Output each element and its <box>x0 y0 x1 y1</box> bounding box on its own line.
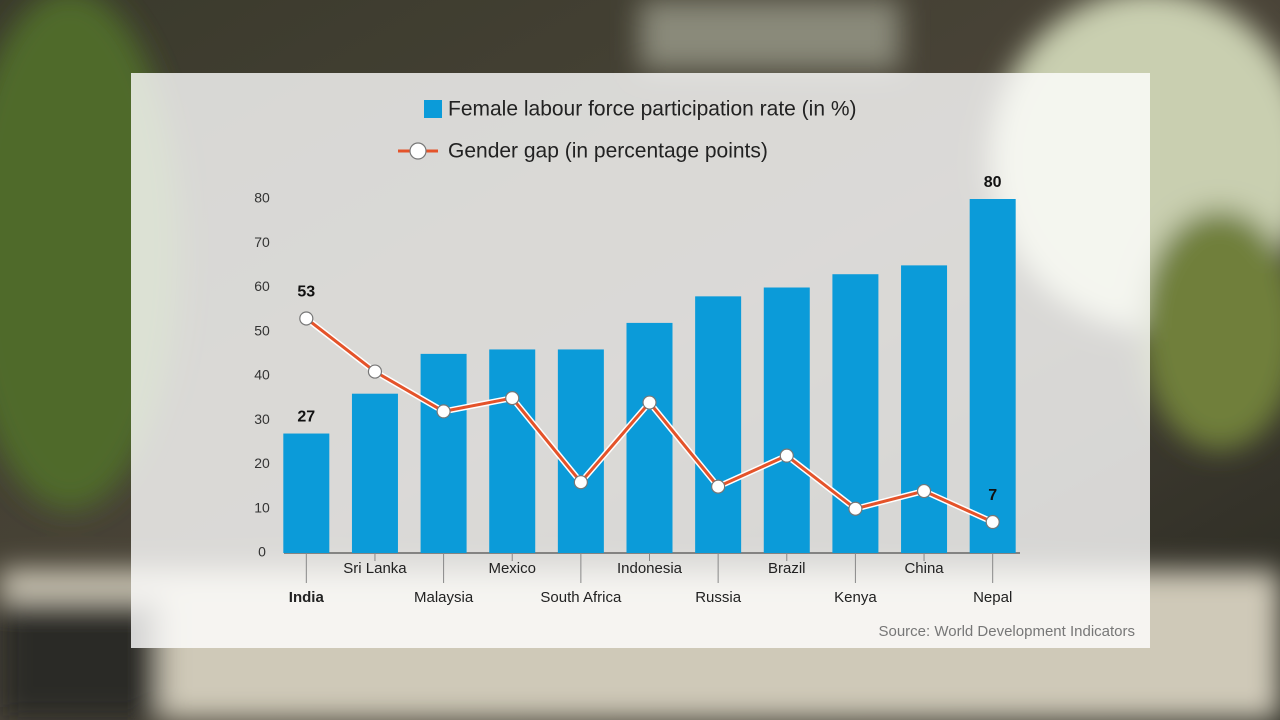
line-marker <box>779 448 794 463</box>
legend-swatch <box>424 100 442 118</box>
y-tick-label: 80 <box>254 190 270 206</box>
line-marker <box>848 501 863 516</box>
bar <box>763 287 810 553</box>
y-tick-label: 40 <box>254 367 270 383</box>
data-label: 53 <box>297 284 315 301</box>
bar <box>489 349 536 553</box>
bar <box>695 296 742 553</box>
y-tick-label: 20 <box>254 455 270 471</box>
y-tick-label: 50 <box>254 322 270 338</box>
data-label: 27 <box>297 409 315 426</box>
chart: 0 10 20 30 40 50 60 70 80 India Sri Lanka Malaysia M… <box>254 98 1020 606</box>
data-label: 80 <box>984 174 1002 191</box>
x-tick-label: Brazil <box>768 560 806 577</box>
line-marker <box>505 391 520 406</box>
bar <box>283 433 330 553</box>
line-marker <box>573 475 588 490</box>
bar <box>420 353 467 553</box>
bar <box>626 322 673 553</box>
bar <box>969 199 1016 553</box>
y-tick-label: 10 <box>254 499 270 515</box>
legend-label: Female labour force participation rate (… <box>448 98 857 121</box>
x-tick-label: Mexico <box>488 560 536 577</box>
line-marker <box>985 514 1000 530</box>
source-note: Source: World Development Indicators <box>878 623 1135 640</box>
line-marker <box>367 364 383 379</box>
bar <box>557 349 604 553</box>
line-marker <box>642 395 657 410</box>
x-tick-label: China <box>904 560 944 577</box>
y-tick-label: 0 <box>258 544 266 560</box>
line-marker <box>299 311 314 326</box>
y-tick-label: 60 <box>254 278 270 294</box>
y-tick-label: 70 <box>254 234 270 250</box>
y-tick-label: 30 <box>254 411 270 427</box>
line-marker <box>916 483 932 499</box>
x-tick-label: Kenya <box>834 589 877 606</box>
data-label: 7 <box>988 487 997 504</box>
x-tick-label: India <box>289 589 325 606</box>
line-marker <box>711 479 726 494</box>
x-tick-label: Sri Lanka <box>343 560 407 577</box>
bar <box>901 265 948 553</box>
bar <box>351 393 398 553</box>
x-tick-label: Malaysia <box>414 589 474 606</box>
x-tick-label: Russia <box>695 589 742 606</box>
legend-marker <box>409 142 427 160</box>
legend-label: Gender gap (in percentage points) <box>448 140 768 163</box>
line-marker <box>436 404 451 419</box>
x-tick-label: South Africa <box>540 589 622 606</box>
x-tick-label: Nepal <box>973 589 1012 606</box>
x-tick-label: Indonesia <box>617 560 683 577</box>
